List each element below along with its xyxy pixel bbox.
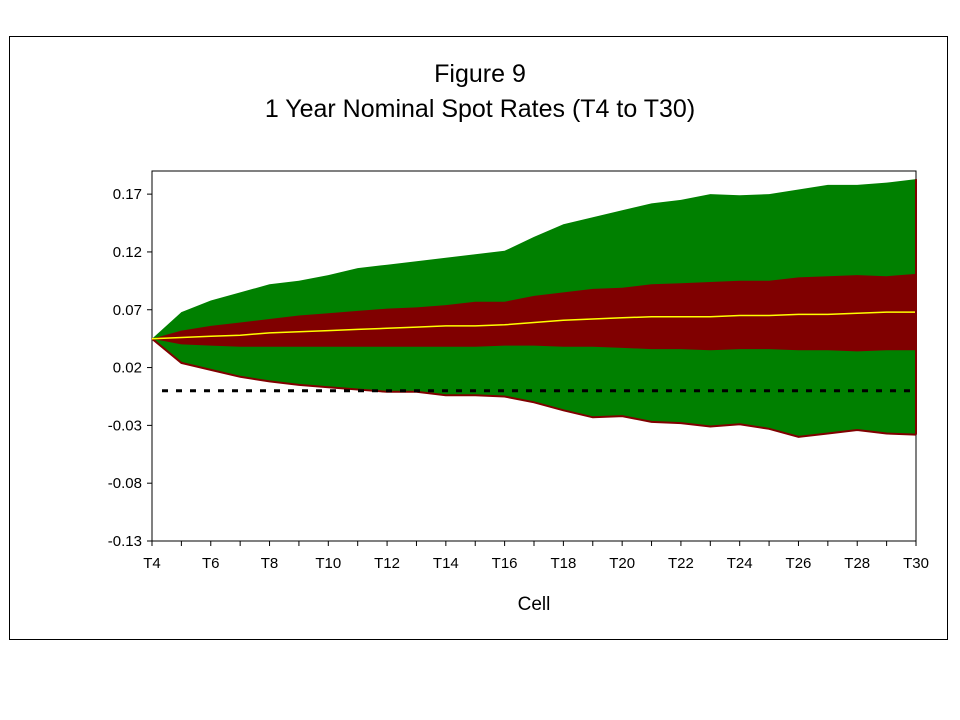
- y-tick-label: 0.12: [113, 244, 142, 261]
- plot-area: [151, 170, 917, 542]
- x-tick-label: T22: [668, 555, 694, 572]
- x-tick-label: T14: [433, 555, 459, 572]
- median-line: [151, 311, 916, 340]
- x-tick-label: T12: [374, 555, 400, 572]
- x-tick-label: T8: [261, 555, 279, 572]
- y-tick-label: 0.07: [113, 302, 142, 319]
- x-tick-label: T16: [492, 555, 518, 572]
- chart-frame: Figure 9 1 Year Nominal Spot Rates (T4 t…: [9, 36, 948, 640]
- x-axis-title: Cell: [518, 594, 551, 615]
- y-axis: 0.17 0.12 0.07 0.02 -0.03 -0.08 -0.13: [108, 186, 152, 550]
- chart-subtitle: 1 Year Nominal Spot Rates (T4 to T30): [265, 95, 695, 123]
- x-tick-label: T10: [315, 555, 341, 572]
- inner-band: [152, 273, 916, 352]
- x-tick-label: T26: [786, 555, 812, 572]
- y-tick-label: 0.17: [113, 186, 142, 203]
- outer-lower-edge: [151, 337, 917, 438]
- chart-title: Figure 9: [434, 60, 526, 88]
- chart: Figure 9 1 Year Nominal Spot Rates (T4 t…: [108, 60, 929, 615]
- x-tick-label: T20: [609, 555, 635, 572]
- x-tick-label: T28: [844, 555, 870, 572]
- y-tick-label: -0.08: [108, 475, 142, 492]
- x-tick-label: T24: [727, 555, 753, 572]
- y-tick-label: 0.02: [113, 360, 142, 377]
- x-tick-label: T30: [903, 555, 929, 572]
- x-tick-label: T4: [143, 555, 161, 572]
- x-axis: T4 T6 T8 T10 T12 T14 T16 T18 T20 T22 T24 T26 T28 T30: [143, 541, 929, 572]
- y-tick-label: -0.03: [108, 417, 142, 434]
- x-tick-label: T6: [202, 555, 220, 572]
- x-tick-label: T18: [550, 555, 576, 572]
- y-tick-label: -0.13: [108, 533, 142, 550]
